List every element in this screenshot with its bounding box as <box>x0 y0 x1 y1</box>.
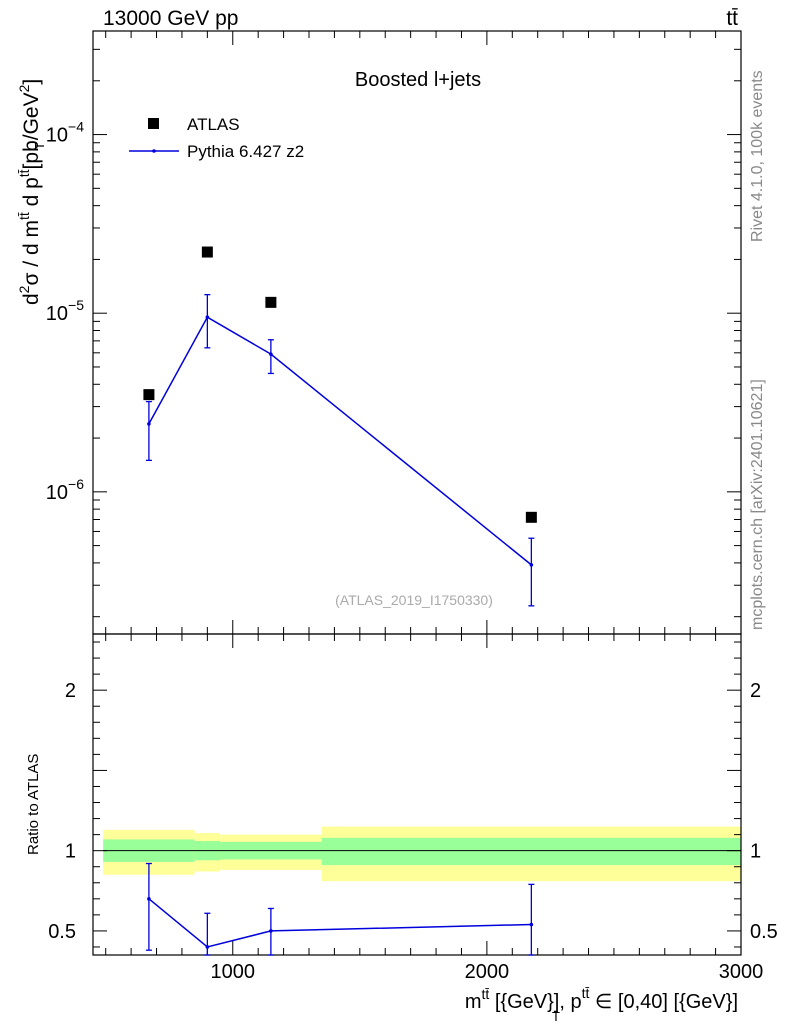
x-tick-label-2000: 2000 <box>465 961 510 983</box>
pythia-main-line <box>148 316 532 566</box>
side-text-rivet: Rivet 4.1.0, 100k events <box>749 70 766 242</box>
ratio-y-axis-label: Ratio to ATLAS <box>25 754 42 855</box>
legend-atlas-marker <box>148 118 159 129</box>
ratio-y-tick-label-left-2: 2 <box>65 680 76 702</box>
ratio-y-tick-label-left-0: 0.5 <box>48 921 76 943</box>
ratio-panel-frame <box>92 633 742 956</box>
ratio-y-tick-label-right-1: 1 <box>750 841 761 863</box>
legend-atlas-label: ATLAS <box>187 115 240 134</box>
atlas-data-point-1 <box>201 246 213 258</box>
main-y-tick-label-1: 10−5 <box>46 297 84 325</box>
x-axis-label-subscript: T <box>552 1009 560 1024</box>
axis-ticks: 1000 2000 3000 10−6 10−5 10−4 0.5 0.5 1 1 2 2 <box>46 31 778 983</box>
pythia-main-point-0 <box>147 422 151 426</box>
main-y-tick-label-2: 10−4 <box>46 119 84 147</box>
main-y-axis-label-subscript: T <box>32 142 47 150</box>
header-left: 13000 GeV pp <box>103 7 238 30</box>
main-y-tick-label-0: 10−6 <box>46 476 84 504</box>
pythia-main-point-3 <box>529 563 534 567</box>
atlas-data-point-2 <box>265 296 277 308</box>
pythia-ratio-point-1 <box>205 945 210 949</box>
analysis-watermark: (ATLAS_2019_I1750330) <box>335 592 493 608</box>
pythia-ratio-point-3 <box>529 922 534 927</box>
ratio-uncertainty-bands <box>103 826 741 882</box>
pythia-main-point-1 <box>205 315 210 319</box>
plot-title: Boosted l+jets <box>355 69 481 91</box>
pythia-ratio-point-0 <box>147 897 151 901</box>
ratio-y-tick-label-left-1: 1 <box>65 841 76 863</box>
legend: ATLAS Pythia 6.427 z2 <box>129 115 304 161</box>
pythia-main-point-2 <box>269 352 273 356</box>
ratio-y-tick-label-right-2: 2 <box>750 680 761 702</box>
x-tick-label-1000: 1000 <box>211 961 256 983</box>
header-right: tt̄ <box>726 7 738 30</box>
legend-pythia-marker <box>152 149 156 153</box>
main-series <box>143 246 537 607</box>
ratio-series <box>145 862 535 956</box>
ratio-y-tick-label-right-0: 0.5 <box>750 921 778 943</box>
pythia-ratio-line <box>148 898 532 948</box>
green-band-3 <box>321 837 741 866</box>
x-tick-label-3000: 3000 <box>719 961 764 983</box>
pythia-ratio-point-2 <box>269 929 273 933</box>
side-text-mcplots: mcplots.cern.ch [arXiv:2401.10621] <box>749 379 766 630</box>
x-axis-label: mtt̄ [{GeV}], ptt̄ ∈ [0,40] [{GeV}] <box>465 985 738 1013</box>
legend-pythia-label: Pythia 6.427 z2 <box>187 142 304 161</box>
main-y-axis-label: d2σ / d mtt̄ d ptt̄[pb/GeV2] <box>16 79 43 305</box>
atlas-data-point-0 <box>143 389 155 401</box>
atlas-data-point-3 <box>525 511 537 523</box>
